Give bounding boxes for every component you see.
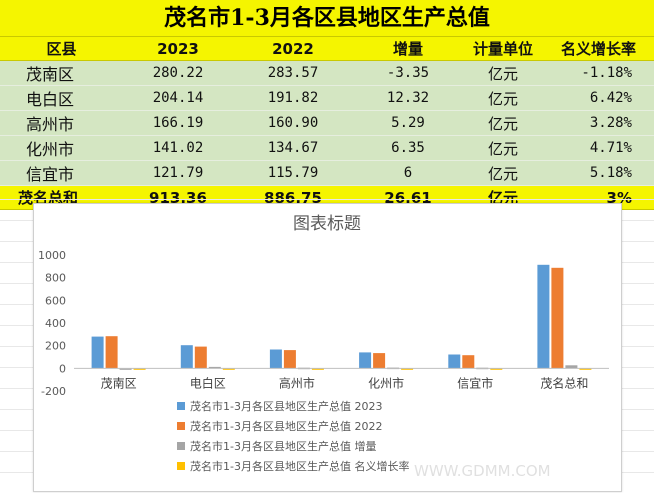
table-title: 茂名市1-3月各区县地区生产总值 (0, 0, 654, 37)
cell-unit[interactable]: 亿元 (463, 85, 543, 111)
cell-delta[interactable]: -3.35 (353, 60, 463, 86)
legend-label: 茂名市1-3月各区县地区生产总值 增量 (190, 439, 376, 453)
chart-bar (91, 336, 104, 369)
chart-bar (359, 352, 372, 369)
chart-bar (551, 267, 564, 369)
table-row[interactable]: 信宜市 121.79 115.79 6 亿元 5.18% (0, 160, 654, 186)
chart-bar (462, 355, 475, 369)
bar-chart[interactable]: 图表标题 -200 0 200 400 600 800 1000 茂南区 电白区 高州市 化州市 信… (34, 204, 621, 491)
chart-bar (401, 368, 414, 370)
y-tick-label: 0 (59, 362, 66, 375)
cell-2022[interactable]: 160.90 (233, 110, 353, 136)
chart-bar (565, 365, 578, 369)
chart-bar (208, 366, 221, 369)
x-axis: 茂南区 电白区 高州市 化州市 信宜市 茂名总和 (74, 367, 609, 390)
chart-bars (91, 264, 592, 370)
cell-district[interactable]: 电白区 (0, 85, 123, 111)
table-header-row: 区县 2023 2022 增量 计量单位 名义增长率 (0, 37, 654, 61)
chart-bar (490, 368, 503, 370)
cell-rate[interactable]: 5.18% (543, 160, 654, 186)
cell-delta[interactable]: 6.35 (353, 135, 463, 161)
chart-bar (448, 354, 461, 369)
chart-bar (311, 368, 324, 370)
cell-unit[interactable]: 亿元 (463, 110, 543, 136)
legend-swatch (177, 422, 185, 430)
legend-swatch (177, 442, 185, 450)
y-tick-label: 400 (45, 317, 66, 330)
chart-bar (283, 350, 296, 369)
table-row[interactable]: 高州市 166.19 160.90 5.29 亿元 3.28% (0, 110, 654, 136)
legend-label: 茂名市1-3月各区县地区生产总值 2023 (190, 399, 382, 413)
x-tick-label: 电白区 (190, 375, 226, 390)
y-tick-label: 600 (45, 294, 66, 307)
cell-delta[interactable]: 6 (353, 160, 463, 186)
chart-bar (180, 345, 193, 369)
x-tick-label: 信宜市 (457, 375, 493, 390)
cell-district[interactable]: 化州市 (0, 135, 123, 161)
table-row[interactable]: 茂南区 280.22 283.57 -3.35 亿元 -1.18% (0, 60, 654, 86)
cell-2022[interactable]: 283.57 (233, 60, 353, 86)
cell-rate[interactable]: -1.18% (543, 60, 654, 86)
header-rate: 名义增长率 (543, 37, 654, 61)
cell-2023[interactable]: 280.22 (123, 60, 233, 86)
table-row[interactable]: 电白区 204.14 191.82 12.32 亿元 6.42% (0, 85, 654, 111)
x-tick-label: 化州市 (368, 375, 404, 390)
cell-2023[interactable]: 121.79 (123, 160, 233, 186)
chart-bar (105, 336, 118, 369)
header-district: 区县 (0, 37, 123, 61)
cell-district[interactable]: 信宜市 (0, 160, 123, 186)
y-tick-label: -200 (41, 385, 66, 398)
spreadsheet: 茂名市1-3月各区县地区生产总值 区县 2023 2022 增量 计量单位 名义… (0, 0, 654, 210)
chart-bar (194, 346, 207, 369)
x-tick-label: 高州市 (279, 375, 315, 390)
cell-rate[interactable]: 4.71% (543, 135, 654, 161)
cell-unit[interactable]: 亿元 (463, 135, 543, 161)
cell-rate[interactable]: 6.42% (543, 85, 654, 111)
y-axis-labels: -200 0 200 400 600 800 1000 (38, 249, 66, 398)
chart-bar (537, 264, 550, 369)
y-tick-label: 800 (45, 272, 66, 285)
cell-2022[interactable]: 134.67 (233, 135, 353, 161)
chart-legend: 茂名市1-3月各区县地区生产总值 2023 茂名市1-3月各区县地区生产总值 20… (177, 399, 409, 473)
chart-bar (133, 368, 146, 370)
cell-2022[interactable]: 115.79 (233, 160, 353, 186)
y-tick-label: 200 (45, 340, 66, 353)
header-2022: 2022 (233, 37, 353, 61)
cell-district[interactable]: 茂南区 (0, 60, 123, 86)
chart-bar (579, 368, 592, 370)
cell-2023[interactable]: 166.19 (123, 110, 233, 136)
chart-bar (373, 353, 386, 369)
y-tick-label: 1000 (38, 249, 66, 262)
cell-2023[interactable]: 141.02 (123, 135, 233, 161)
chart-panel[interactable]: 图表标题 -200 0 200 400 600 800 1000 茂南区 电白区 高州市 化州市 信… (33, 203, 622, 492)
header-2023: 2023 (123, 37, 233, 61)
cell-unit[interactable]: 亿元 (463, 160, 543, 186)
table-row[interactable]: 化州市 141.02 134.67 6.35 亿元 4.71% (0, 135, 654, 161)
cell-rate[interactable]: 3.28% (543, 110, 654, 136)
gdp-table: 区县 2023 2022 增量 计量单位 名义增长率 茂南区 280.22 28… (0, 37, 654, 210)
legend-label: 茂名市1-3月各区县地区生产总值 名义增长率 (190, 459, 409, 473)
cell-unit[interactable]: 亿元 (463, 60, 543, 86)
legend-label: 茂名市1-3月各区县地区生产总值 2022 (190, 419, 382, 433)
header-delta: 增量 (353, 37, 463, 61)
chart-bar (269, 349, 282, 369)
legend-swatch (177, 462, 185, 470)
cell-2022[interactable]: 191.82 (233, 85, 353, 111)
chart-bar (222, 368, 235, 370)
legend-swatch (177, 402, 185, 410)
x-tick-label: 茂南区 (101, 375, 137, 390)
cell-delta[interactable]: 5.29 (353, 110, 463, 136)
cell-2023[interactable]: 204.14 (123, 85, 233, 111)
cell-delta[interactable]: 12.32 (353, 85, 463, 111)
cell-district[interactable]: 高州市 (0, 110, 123, 136)
header-unit: 计量单位 (463, 37, 543, 61)
chart-title: 图表标题 (293, 214, 361, 234)
watermark: WWW.GDMM.COM (414, 462, 551, 480)
chart-bar (119, 368, 132, 370)
x-tick-label: 茂名总和 (540, 375, 588, 390)
